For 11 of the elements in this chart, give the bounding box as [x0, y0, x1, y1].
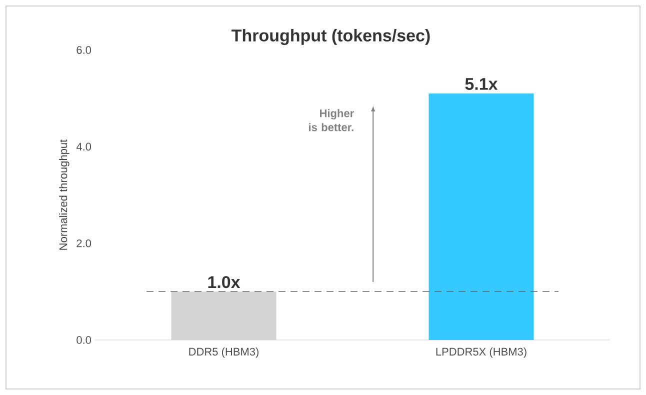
annotation: Higher is better. [309, 109, 354, 132]
chart-title: Throughput (tokens/sec) [232, 29, 430, 45]
data-label: 1.0x [208, 276, 240, 288]
data-label: 5.1x [465, 78, 498, 90]
y-tick-label: 0.0 [76, 336, 92, 344]
y-tick-label: 2.0 [76, 239, 92, 248]
x-tick-label: DDR5 (HBM3) [189, 348, 258, 358]
y-axis-title: Normalized throughput [59, 139, 70, 250]
y-tick-label: 4.0 [76, 142, 92, 151]
y-tick-label: 6.0 [76, 46, 92, 54]
x-tick-label: LPDDR5X (HBM3) [436, 348, 526, 358]
